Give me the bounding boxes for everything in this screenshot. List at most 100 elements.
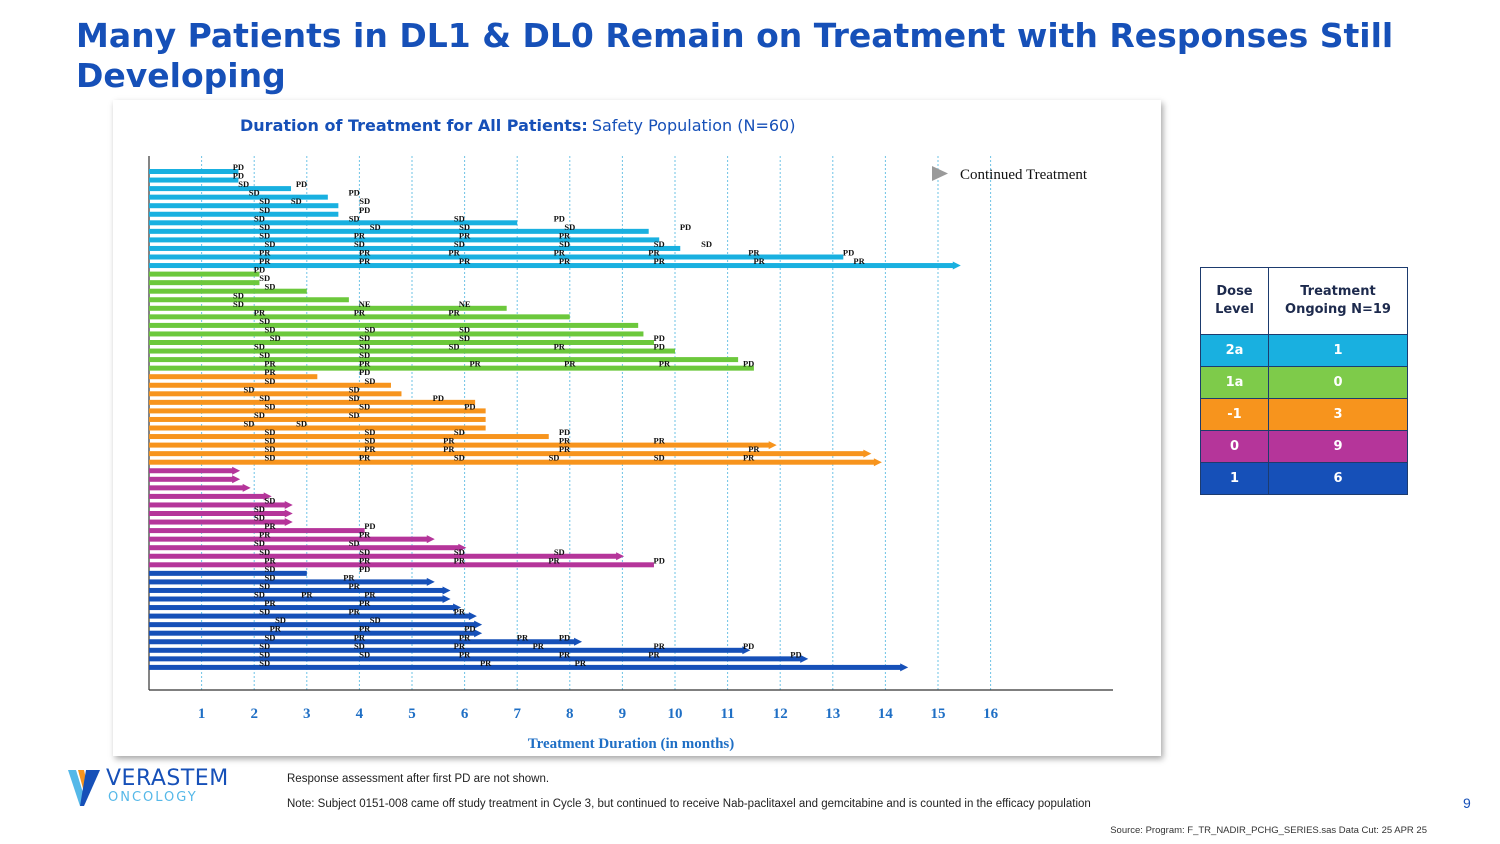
response-label: PR: [264, 521, 276, 531]
response-label: PD: [654, 342, 665, 352]
response-label: SD: [370, 222, 381, 232]
response-label: SD: [701, 239, 712, 249]
patient-bar: [149, 374, 318, 380]
patient-bar: [149, 613, 470, 619]
chart-heading: Duration of Treatment for All Patients: S…: [240, 116, 795, 135]
patient-bar: [149, 579, 428, 585]
x-tick-label: 12: [773, 706, 788, 722]
response-label: PR: [480, 658, 492, 668]
patient-bar: [149, 169, 239, 174]
response-label: SD: [265, 376, 276, 386]
response-label: PR: [459, 230, 471, 240]
continued-treatment-arrow: [873, 458, 882, 467]
response-label: SD: [559, 239, 570, 249]
response-label: PR: [853, 256, 865, 266]
response-label: SD: [265, 436, 276, 446]
patient-bar: [149, 596, 444, 602]
response-label: PR: [748, 248, 760, 258]
response-label: PD: [359, 205, 370, 215]
patient-bar: [149, 280, 260, 286]
continued-treatment-arrow: [474, 629, 483, 638]
response-label: PR: [443, 436, 455, 446]
response-label: PR: [259, 256, 271, 266]
response-label: SD: [364, 427, 375, 437]
ongoing-cell: 0: [1267, 366, 1409, 399]
patient-bar: [149, 391, 402, 397]
response-label: SD: [259, 230, 270, 240]
response-label: SD: [254, 342, 265, 352]
continued-treatment-arrow: [284, 500, 293, 509]
patient-bar: [149, 357, 739, 363]
response-label: PR: [454, 641, 466, 651]
response-label: PR: [364, 590, 376, 600]
response-label: PR: [559, 649, 571, 659]
continued-treatment-arrow: [800, 654, 809, 663]
table-row: -1 3: [1200, 398, 1409, 431]
patient-bar: [149, 314, 570, 320]
dose-cell: 0: [1200, 430, 1269, 463]
patient-bar: [149, 322, 639, 328]
continued-treatment-arrow: [453, 603, 462, 612]
response-label: PR: [648, 649, 660, 659]
response-label: SD: [454, 427, 465, 437]
response-label: SD: [259, 649, 270, 659]
patient-bar: [149, 570, 307, 576]
response-label: SD: [265, 444, 276, 454]
response-label: PR: [359, 624, 371, 634]
response-label: PR: [575, 658, 587, 668]
response-label: SD: [364, 436, 375, 446]
continued-treatment-arrow: [616, 552, 625, 561]
patient-bar: [149, 237, 660, 243]
continued-treatment-arrow: [442, 595, 451, 603]
response-label: SD: [259, 658, 270, 668]
response-label: PR: [454, 555, 466, 565]
continued-treatment-arrow: [232, 466, 241, 475]
response-label: PD: [654, 555, 665, 565]
response-label: SD: [354, 641, 365, 651]
x-tick-label: 6: [461, 706, 469, 722]
response-label: PD: [433, 393, 444, 403]
treatment-ongoing-table: Dose Level Treatment Ongoing N=19 2a 1 1a…: [1200, 267, 1409, 495]
response-label: PD: [843, 248, 854, 258]
response-label: PR: [359, 453, 371, 463]
slide-title: Many Patients in DL1 & DL0 Remain on Tre…: [76, 16, 1394, 95]
patient-bar: [149, 203, 339, 209]
legend-arrow-icon: [932, 166, 948, 181]
response-label: SD: [265, 572, 276, 582]
ongoing-cell: 1: [1267, 334, 1409, 367]
continued-treatment-arrow: [863, 449, 872, 458]
response-label: NE: [359, 299, 371, 309]
table-row: 2a 1: [1200, 334, 1409, 367]
continued-treatment-arrow: [242, 483, 251, 492]
response-label: PD: [743, 359, 754, 369]
response-label: PD: [296, 179, 307, 189]
verastem-v-mark-icon: [68, 770, 100, 806]
response-label: PR: [559, 256, 571, 266]
response-label: PD: [233, 162, 244, 172]
response-label: PD: [233, 171, 244, 181]
patient-bar: [149, 451, 865, 457]
x-tick-label: 11: [721, 706, 735, 722]
table-header-treatment-ongoing: Treatment Ongoing N=19: [1267, 267, 1409, 335]
patient-bar: [149, 245, 681, 251]
dose-cell: 1a: [1200, 366, 1269, 399]
response-label: PR: [459, 256, 471, 266]
response-label: SD: [259, 547, 270, 557]
patient-bar: [149, 263, 954, 269]
response-label: PR: [343, 572, 355, 582]
ongoing-cell: 3: [1267, 398, 1409, 431]
ongoing-cell: 9: [1267, 430, 1409, 463]
response-label: PD: [559, 427, 570, 437]
patient-bar: [149, 254, 844, 260]
response-label: PR: [359, 598, 371, 608]
x-tick-label: 13: [825, 706, 840, 722]
response-label: PR: [359, 555, 371, 565]
patient-bar: [149, 545, 460, 551]
response-label: PR: [454, 607, 466, 617]
response-label: PD: [554, 213, 565, 223]
response-label: SD: [244, 419, 255, 429]
patient-bar: [149, 382, 391, 388]
response-label: PD: [464, 401, 475, 411]
response-label: SD: [259, 316, 270, 326]
